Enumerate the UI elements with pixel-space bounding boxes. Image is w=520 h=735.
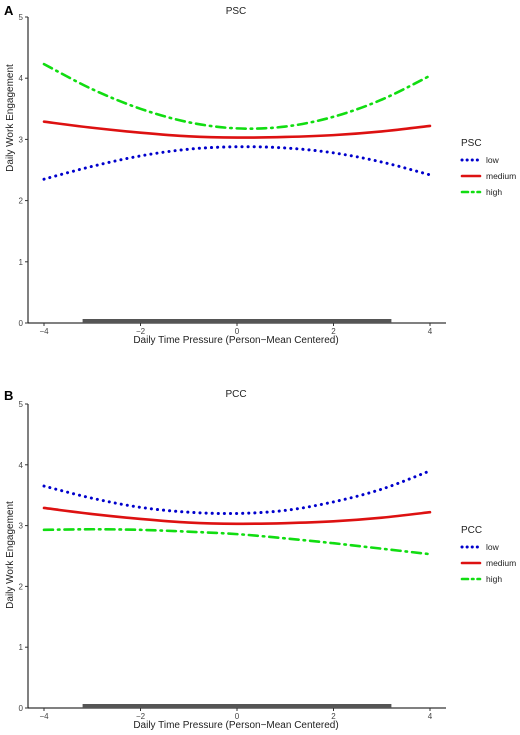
y-tick-label-a: 4 xyxy=(19,74,24,83)
y-tick-label-a: 1 xyxy=(19,258,24,267)
x-axis-label-a: Daily Time Pressure (Person−Mean Centere… xyxy=(133,335,338,346)
rug-band-a xyxy=(82,319,392,323)
series-line-low-b xyxy=(42,469,432,516)
y-axis-label-a: Daily Work Engagement xyxy=(5,64,16,172)
series-line-medium-b xyxy=(42,506,432,526)
legend-title-b: PCC xyxy=(461,525,482,536)
legend-label-low-b: low xyxy=(486,542,500,552)
legend-b: low medium high xyxy=(460,542,516,584)
y-tick-label-b: 0 xyxy=(19,704,24,713)
x-tick-label-b: −4 xyxy=(39,712,49,721)
y-tick-label-b: 2 xyxy=(19,582,24,591)
legend-label-medium-a: medium xyxy=(486,171,516,181)
x-tick-label-a: 4 xyxy=(428,327,433,336)
panel-letter-b: B xyxy=(4,388,13,403)
x-tick-label-b: 2 xyxy=(331,712,336,721)
y-tick-label-b: 4 xyxy=(19,461,24,470)
x-tick-label-b: −2 xyxy=(136,712,146,721)
panel-title-b: PCC xyxy=(225,389,246,400)
legend-a: low medium high xyxy=(460,155,516,197)
legend-label-high-a: high xyxy=(486,187,502,197)
panel-title-a: PSC xyxy=(226,6,247,17)
y-axis-label-b: Daily Work Engagement xyxy=(5,501,16,609)
series-line-high-a xyxy=(42,62,432,130)
x-tick-label-b: 4 xyxy=(428,712,433,721)
panel-b: B PCC Daily Work Engagement Daily Time P… xyxy=(4,388,516,731)
y-tick-label-a: 2 xyxy=(19,197,24,206)
x-tick-label-b: 0 xyxy=(235,712,240,721)
legend-label-low-a: low xyxy=(486,155,500,165)
series-line-low-a xyxy=(42,145,432,181)
plot-area-a: 0 1 2 3 4 5 −4 −2 0 2 4 xyxy=(19,13,446,336)
x-tick-label-a: −2 xyxy=(136,327,146,336)
legend-label-high-b: high xyxy=(486,574,502,584)
panel-letter-a: A xyxy=(4,3,14,18)
y-tick-label-a: 0 xyxy=(19,319,24,328)
y-tick-label-b: 3 xyxy=(19,522,24,531)
y-tick-label-a: 3 xyxy=(19,135,24,144)
x-tick-label-a: −4 xyxy=(39,327,49,336)
x-tick-label-a: 2 xyxy=(331,327,336,336)
plot-area-b: 0 1 2 3 4 5 −4 −2 0 2 4 xyxy=(19,400,446,721)
y-tick-label-b: 1 xyxy=(19,643,24,652)
x-tick-label-a: 0 xyxy=(235,327,240,336)
y-tick-label-b: 5 xyxy=(19,400,24,409)
legend-title-a: PSC xyxy=(461,138,482,149)
series-line-medium-a xyxy=(42,120,432,139)
legend-label-medium-b: medium xyxy=(486,558,516,568)
x-axis-label-b: Daily Time Pressure (Person−Mean Centere… xyxy=(133,720,338,731)
y-tick-label-a: 5 xyxy=(19,13,24,22)
series-line-high-b xyxy=(42,527,432,556)
rug-band-b xyxy=(82,704,392,708)
panel-a: A PSC Daily Work Engagement Daily Time P… xyxy=(4,3,516,346)
